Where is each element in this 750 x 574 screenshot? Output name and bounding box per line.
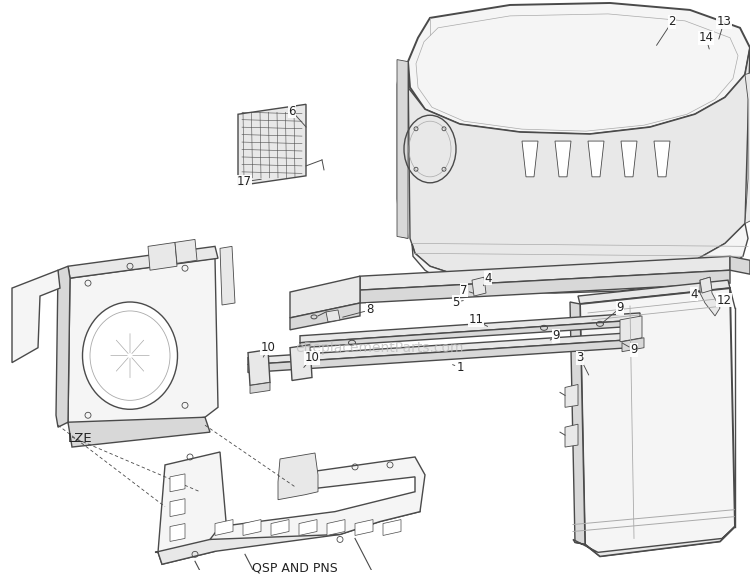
Polygon shape	[155, 500, 420, 564]
Polygon shape	[290, 345, 312, 381]
Text: 9: 9	[630, 343, 638, 356]
Polygon shape	[555, 141, 571, 177]
Polygon shape	[565, 424, 578, 447]
Polygon shape	[300, 320, 640, 348]
Text: QSP AND PNS: QSP AND PNS	[252, 561, 338, 574]
Polygon shape	[355, 519, 373, 536]
Polygon shape	[210, 457, 425, 540]
Polygon shape	[271, 519, 289, 536]
Polygon shape	[408, 3, 750, 134]
Polygon shape	[570, 302, 585, 544]
Polygon shape	[248, 350, 270, 386]
Polygon shape	[730, 257, 750, 274]
Text: 9: 9	[552, 329, 560, 342]
Polygon shape	[248, 333, 630, 364]
Polygon shape	[522, 141, 538, 177]
Polygon shape	[360, 257, 730, 290]
Polygon shape	[12, 270, 60, 363]
Polygon shape	[472, 277, 486, 296]
Text: eReplacementParts.com: eReplacementParts.com	[296, 341, 464, 355]
Text: 3: 3	[576, 351, 584, 364]
Text: 6: 6	[288, 105, 296, 118]
Polygon shape	[745, 72, 750, 223]
Text: 2: 2	[668, 15, 676, 28]
Polygon shape	[621, 141, 637, 177]
Polygon shape	[397, 61, 408, 238]
Text: 14: 14	[698, 31, 713, 44]
Text: 9: 9	[616, 301, 624, 315]
Text: 5: 5	[452, 296, 460, 308]
Text: 17: 17	[236, 175, 251, 188]
Text: 7: 7	[460, 284, 468, 297]
Polygon shape	[620, 316, 642, 342]
Text: 10: 10	[304, 351, 320, 364]
Polygon shape	[278, 453, 318, 500]
Polygon shape	[170, 523, 185, 541]
Text: 8: 8	[366, 304, 374, 316]
Polygon shape	[580, 288, 735, 556]
Polygon shape	[383, 519, 401, 536]
Polygon shape	[170, 474, 185, 492]
Text: 4: 4	[690, 288, 698, 301]
Polygon shape	[170, 499, 185, 517]
Polygon shape	[148, 242, 177, 270]
Polygon shape	[175, 239, 197, 263]
Polygon shape	[408, 48, 750, 283]
Polygon shape	[700, 277, 720, 316]
Polygon shape	[238, 104, 306, 186]
Text: 4: 4	[484, 272, 492, 285]
Polygon shape	[622, 338, 644, 352]
Polygon shape	[243, 519, 261, 536]
Text: 11: 11	[469, 313, 484, 327]
Polygon shape	[68, 258, 218, 435]
Polygon shape	[290, 276, 360, 318]
Polygon shape	[565, 385, 578, 408]
Polygon shape	[215, 519, 233, 536]
Polygon shape	[299, 519, 317, 536]
Polygon shape	[250, 382, 270, 393]
Polygon shape	[56, 266, 70, 427]
Text: 1: 1	[456, 361, 464, 374]
Ellipse shape	[82, 302, 178, 409]
Text: 10: 10	[260, 341, 275, 354]
Polygon shape	[573, 526, 735, 556]
Text: 13: 13	[716, 15, 731, 28]
Text: 12: 12	[716, 293, 731, 307]
Polygon shape	[412, 223, 748, 293]
Polygon shape	[360, 270, 730, 303]
Polygon shape	[700, 277, 712, 293]
Polygon shape	[300, 313, 640, 343]
Polygon shape	[654, 141, 670, 177]
Polygon shape	[326, 310, 340, 322]
Polygon shape	[248, 340, 630, 373]
Polygon shape	[397, 60, 408, 238]
Polygon shape	[68, 417, 210, 447]
Polygon shape	[220, 246, 235, 305]
Polygon shape	[588, 141, 604, 177]
Polygon shape	[68, 246, 218, 278]
Polygon shape	[327, 519, 345, 536]
Polygon shape	[158, 452, 228, 564]
Polygon shape	[290, 303, 360, 330]
Polygon shape	[578, 280, 730, 304]
Text: LZE: LZE	[68, 432, 92, 445]
